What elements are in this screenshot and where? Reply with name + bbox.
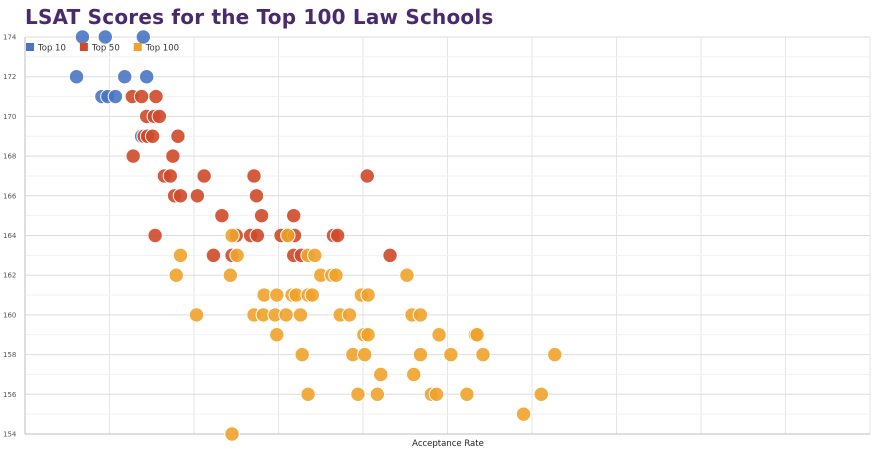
y-tick-label: 160 — [3, 311, 16, 319]
data-point[interactable] — [117, 69, 133, 85]
y-tick-label: 170 — [3, 113, 16, 121]
data-point[interactable] — [125, 148, 141, 164]
data-point[interactable] — [280, 227, 296, 244]
axes: 154 156 158 160 162 164 166 168 170 172 174 — [3, 34, 870, 439]
data-point[interactable] — [373, 366, 389, 383]
legend-item[interactable]: Top 100 — [133, 43, 179, 54]
grid — [24, 36, 871, 435]
data-point[interactable] — [431, 327, 447, 343]
data-point[interactable] — [443, 346, 459, 363]
y-tick-label: 174 — [3, 34, 17, 42]
legend-label: Top 100 — [145, 44, 179, 54]
legend-label: Top 10 — [37, 44, 66, 54]
data-point[interactable] — [412, 346, 429, 363]
data-point[interactable] — [269, 327, 285, 343]
data-point[interactable] — [304, 287, 320, 303]
y-tick-label: 162 — [3, 272, 16, 280]
data-point[interactable] — [469, 327, 485, 343]
data-point[interactable] — [406, 366, 422, 383]
data-point[interactable] — [360, 327, 376, 343]
data-point[interactable] — [205, 247, 222, 264]
data-point[interactable] — [341, 307, 358, 323]
data-point[interactable] — [286, 207, 302, 224]
data-point[interactable] — [253, 207, 270, 224]
data-point[interactable] — [229, 247, 245, 264]
data-point[interactable] — [382, 247, 398, 264]
data-point[interactable] — [222, 267, 239, 283]
legend-label: Top 50 — [91, 44, 120, 54]
data-point[interactable] — [307, 247, 323, 264]
data-point[interactable] — [189, 188, 206, 204]
data-point[interactable] — [329, 227, 346, 244]
data-point[interactable] — [533, 386, 549, 402]
data-point[interactable] — [350, 386, 366, 402]
data-point[interactable] — [74, 29, 91, 45]
data-point[interactable] — [147, 227, 163, 244]
data-point[interactable] — [138, 69, 155, 85]
legend-swatch — [26, 43, 34, 51]
data-points — [68, 29, 563, 442]
data-point[interactable] — [459, 386, 475, 402]
data-point[interactable] — [269, 287, 285, 303]
y-tick-label: 158 — [3, 351, 16, 359]
data-point[interactable] — [249, 227, 266, 244]
data-point[interactable] — [144, 128, 161, 144]
data-point[interactable] — [148, 88, 164, 105]
data-point[interactable] — [547, 346, 563, 363]
data-point[interactable] — [292, 307, 309, 323]
data-point[interactable] — [246, 168, 262, 184]
data-point[interactable] — [168, 267, 184, 283]
y-tick-label: 164 — [3, 232, 17, 240]
data-point[interactable] — [188, 307, 205, 323]
data-point[interactable] — [172, 247, 189, 264]
data-point[interactable] — [214, 207, 230, 224]
data-point[interactable] — [475, 346, 491, 363]
x-axis-title: Acceptance Rate — [412, 439, 484, 449]
legend: Top 10 Top 50 Top 100 — [26, 43, 179, 54]
y-tick-label: 154 — [3, 431, 17, 439]
legend-item[interactable]: Top 50 — [79, 43, 120, 54]
data-point[interactable] — [196, 168, 212, 184]
data-point[interactable] — [359, 168, 375, 184]
data-point[interactable] — [165, 148, 181, 164]
data-point[interactable] — [172, 188, 189, 204]
data-point[interactable] — [133, 88, 150, 105]
data-point[interactable] — [360, 287, 376, 303]
data-point[interactable] — [248, 188, 265, 204]
data-point[interactable] — [170, 128, 186, 144]
y-tick-label: 168 — [3, 153, 16, 161]
data-point[interactable] — [135, 29, 152, 45]
y-tick-label: 156 — [3, 391, 17, 399]
legend-swatch — [133, 43, 142, 51]
data-point[interactable] — [162, 168, 179, 184]
data-point[interactable] — [515, 406, 532, 422]
legend-item[interactable]: Top 10 — [26, 43, 66, 54]
data-point[interactable] — [224, 227, 240, 244]
data-point[interactable] — [151, 108, 168, 125]
data-point[interactable] — [300, 386, 316, 402]
data-point[interactable] — [224, 426, 240, 442]
data-point[interactable] — [412, 307, 429, 323]
data-point[interactable] — [294, 346, 310, 363]
data-point[interactable] — [107, 88, 124, 105]
data-point[interactable] — [97, 29, 113, 45]
y-tick-label: 172 — [3, 73, 16, 81]
data-point[interactable] — [428, 386, 445, 402]
y-tick-label: 166 — [3, 192, 17, 200]
data-point[interactable] — [399, 267, 415, 283]
data-point[interactable] — [328, 267, 344, 283]
series-2 — [168, 227, 563, 442]
legend-swatch — [79, 43, 88, 51]
data-point[interactable] — [356, 346, 373, 363]
data-point[interactable] — [278, 307, 294, 323]
data-point[interactable] — [68, 69, 85, 85]
chart-title: LSAT Scores for the Top 100 Law Schools — [25, 5, 494, 29]
data-point[interactable] — [369, 386, 386, 402]
